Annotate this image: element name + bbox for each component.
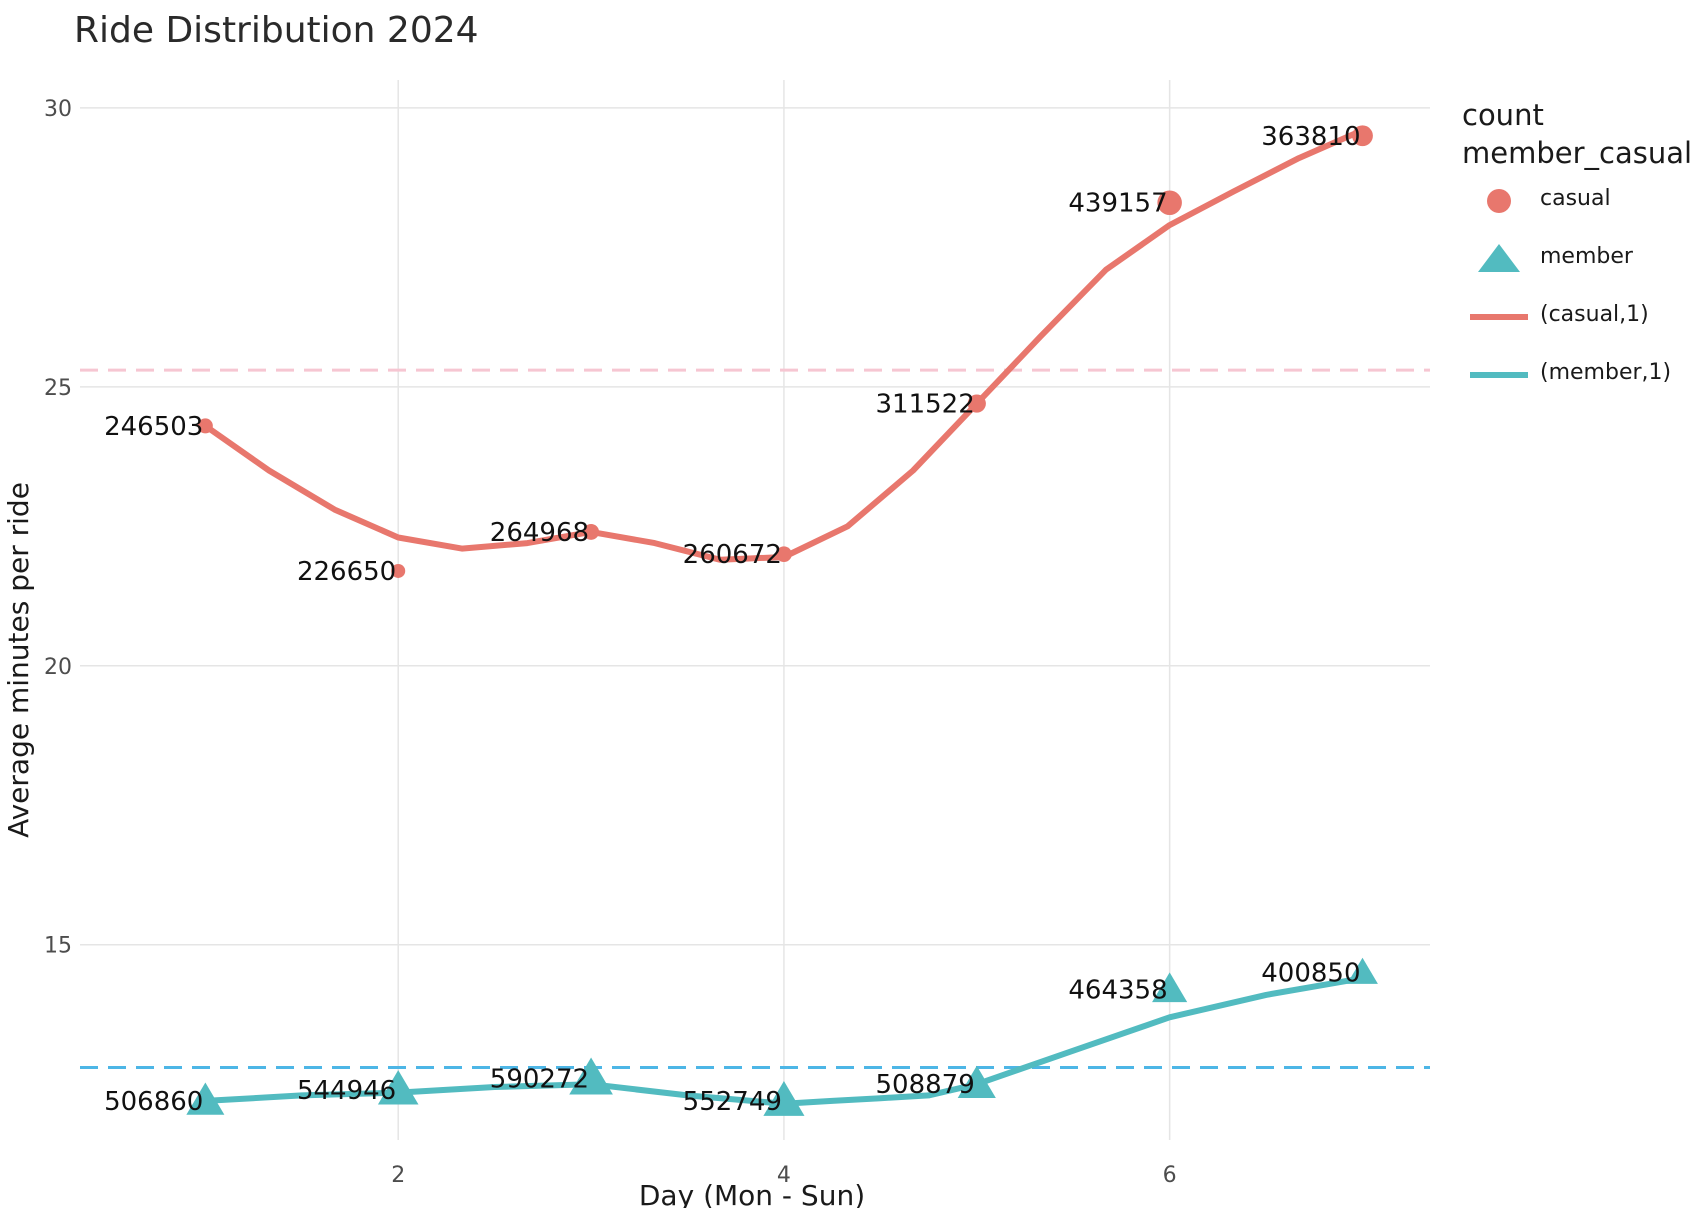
member-point: [377, 1070, 419, 1105]
member-point: [569, 1057, 613, 1095]
casual-point: [1352, 125, 1373, 147]
line-swatch-icon: [1470, 314, 1528, 320]
legend-item-member[interactable]: member: [1462, 230, 1702, 288]
legend-label-member-line: (member,1): [1540, 360, 1672, 385]
reference-line-layer: [80, 368, 1430, 1069]
count-label: 246503: [104, 412, 203, 442]
casual-point: [583, 523, 600, 540]
x-tick-label: 4: [777, 1163, 791, 1188]
legend-title-count: count: [1462, 98, 1544, 132]
y-tick-label: 20: [44, 655, 72, 680]
legend-item-casual-line[interactable]: (casual,1): [1462, 288, 1702, 346]
smooth-line: [202, 975, 1366, 1107]
member-point: [1152, 972, 1188, 1003]
legend-item-member-line[interactable]: (member,1): [1462, 346, 1702, 404]
legend-label-member: member: [1540, 244, 1633, 269]
y-tick-label: 25: [44, 376, 72, 401]
chart-title: Ride Distribution 2024: [74, 10, 479, 51]
legend-title-member-casual: member_casual: [1462, 136, 1693, 170]
marker-layer: [186, 125, 1378, 1116]
legend-label-casual-line: (casual,1): [1540, 302, 1649, 327]
y-tick-label: 15: [44, 934, 72, 959]
legend: count member_casual casual member (casua…: [1462, 96, 1702, 404]
member-point: [1347, 957, 1378, 984]
count-label: 400850: [1261, 959, 1360, 989]
member-point: [763, 1081, 805, 1116]
line-swatch-icon: [1470, 372, 1528, 378]
count-label: 226650: [297, 557, 396, 587]
casual-point: [967, 394, 986, 413]
count-label: 552749: [683, 1087, 782, 1117]
grid-layer: [80, 80, 1430, 1140]
y-axis-title: Average minutes per ride: [2, 482, 35, 838]
tick-label-layer: 15 20 25 30 2 4 6: [44, 97, 1177, 1188]
x-axis-title: Day (Mon - Sun): [639, 1179, 865, 1208]
legend-label-casual: casual: [1540, 186, 1611, 211]
member-point: [957, 1065, 996, 1099]
count-label: 264968: [490, 518, 589, 548]
y-tick-label: 30: [44, 97, 72, 122]
casual-point: [197, 418, 213, 434]
circle-icon: [1487, 189, 1511, 213]
count-label: 311522: [876, 390, 975, 420]
count-label: 544946: [297, 1076, 396, 1106]
count-label: 260672: [683, 540, 782, 570]
count-label: 464358: [1068, 975, 1167, 1005]
x-tick-label: 6: [1163, 1163, 1177, 1188]
legend-item-casual[interactable]: casual: [1462, 172, 1702, 230]
count-label: 439157: [1068, 189, 1167, 219]
count-label: 506860: [104, 1087, 203, 1117]
triangle-icon: [1478, 244, 1520, 272]
casual-point: [776, 546, 792, 563]
x-tick-label: 2: [391, 1163, 405, 1188]
casual-point: [1157, 190, 1182, 215]
member-point: [186, 1082, 225, 1115]
count-label: 590272: [490, 1065, 589, 1095]
data-label-layer: 246503 226650 264968 260672 311522 439157 3638…: [104, 122, 1360, 1117]
count-label: 508879: [876, 1070, 975, 1100]
casual-point: [391, 563, 406, 578]
count-label: 363810: [1261, 122, 1360, 152]
